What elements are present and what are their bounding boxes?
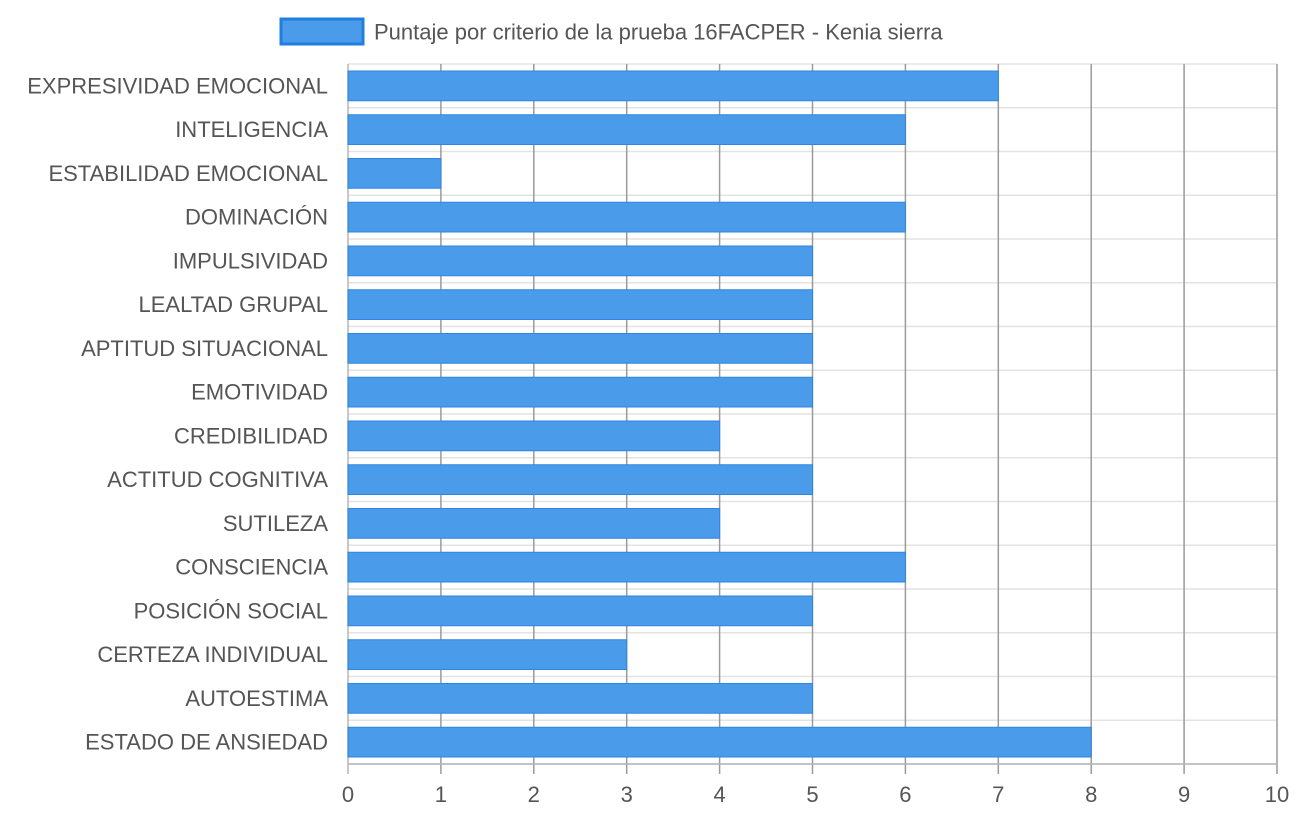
category-label: CERTEZA INDIVIDUAL <box>97 642 328 667</box>
x-tick-label: 1 <box>435 782 447 807</box>
bar <box>347 158 442 189</box>
category-label: IMPULSIVIDAD <box>173 248 328 273</box>
x-tick-labels: 0 1 2 3 4 5 6 7 8 9 10 <box>342 782 1289 807</box>
bar <box>347 639 628 670</box>
x-tick-label: 8 <box>1085 782 1097 807</box>
bar <box>347 245 813 277</box>
x-tick-label: 10 <box>1265 782 1289 807</box>
bar <box>347 551 906 583</box>
category-label: ACTITUD COGNITIVA <box>107 467 328 492</box>
category-label: CONSCIENCIA <box>175 555 328 580</box>
x-tick-label: 6 <box>899 782 911 807</box>
category-label: AUTOESTIMA <box>185 686 328 711</box>
bar <box>347 376 813 408</box>
bar <box>347 70 999 102</box>
category-label: SUTILEZA <box>223 511 328 536</box>
x-tick-label: 0 <box>342 782 354 807</box>
x-tick-label: 5 <box>806 782 818 807</box>
bar <box>347 420 721 452</box>
category-label: POSICIÓN SOCIAL <box>134 598 328 623</box>
bar <box>347 201 906 233</box>
x-tick-label: 3 <box>621 782 633 807</box>
x-tick-label: 2 <box>528 782 540 807</box>
bar <box>347 333 813 364</box>
bar <box>347 508 721 539</box>
bar <box>347 464 813 495</box>
legend-swatch <box>279 17 365 46</box>
bar <box>347 595 813 627</box>
bars <box>347 70 1092 758</box>
x-tick-label: 9 <box>1178 782 1190 807</box>
category-label: ESTADO DE ANSIEDAD <box>85 730 328 755</box>
category-labels: EXPRESIVIDAD EMOCIONAL INTELIGENCIA ESTABI… <box>27 73 328 754</box>
bar <box>347 683 813 714</box>
category-label: INTELIGENCIA <box>175 117 328 142</box>
legend: Puntaje por criterio de la prueba 16FACP… <box>279 17 943 46</box>
legend-label: Puntaje por criterio de la prueba 16FACP… <box>374 20 943 45</box>
category-label: EMOTIVIDAD <box>191 380 328 405</box>
category-label: APTITUD SITUACIONAL <box>81 336 328 361</box>
category-label: DOMINACIÓN <box>185 205 328 230</box>
category-label: LEALTAD GRUPAL <box>138 292 328 317</box>
bar <box>347 114 906 145</box>
category-label: ESTABILIDAD EMOCIONAL <box>48 161 328 186</box>
bar <box>347 726 1092 758</box>
bar <box>347 289 813 320</box>
x-tick-label: 4 <box>713 782 725 807</box>
x-tick-label: 7 <box>992 782 1004 807</box>
category-label: EXPRESIVIDAD EMOCIONAL <box>27 73 328 98</box>
category-label: CREDIBILIDAD <box>174 423 328 448</box>
